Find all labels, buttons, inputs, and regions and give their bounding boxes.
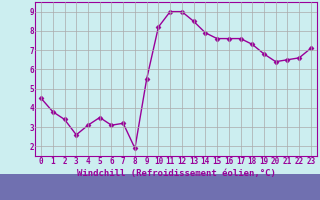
X-axis label: Windchill (Refroidissement éolien,°C): Windchill (Refroidissement éolien,°C): [76, 169, 276, 178]
